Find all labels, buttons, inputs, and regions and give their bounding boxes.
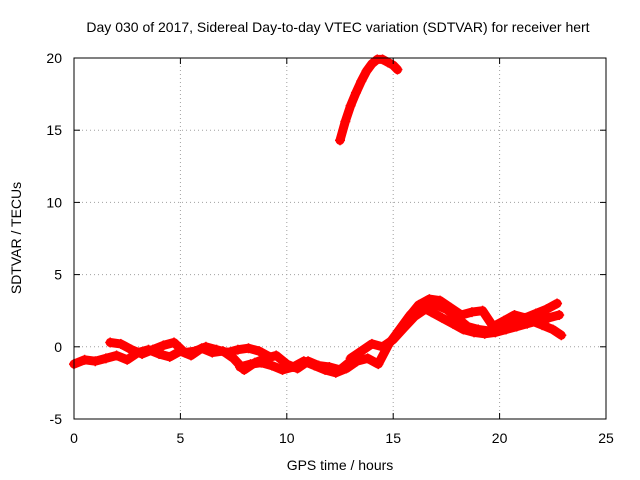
x-tick-label: 25 — [598, 430, 614, 446]
data-point — [366, 58, 377, 69]
x-tick-label: 10 — [279, 430, 295, 446]
data-point — [388, 334, 399, 345]
data-point — [403, 312, 414, 323]
data-point — [541, 304, 552, 315]
y-axis-label: SDTVAR / TECUs — [8, 182, 24, 294]
series-line — [109, 341, 271, 358]
data-point — [377, 341, 388, 352]
data-point — [309, 360, 320, 371]
data-point — [488, 321, 499, 332]
data-point — [543, 312, 554, 323]
data-point — [320, 364, 331, 375]
data-point — [266, 360, 277, 371]
y-tick-label: 5 — [54, 267, 62, 283]
series-line — [396, 298, 559, 334]
data-point — [100, 353, 111, 364]
data-point — [254, 346, 265, 357]
data-point — [79, 354, 90, 365]
data-point — [111, 350, 122, 361]
data-point — [424, 294, 435, 305]
data-point — [190, 346, 201, 357]
x-tick-label: 0 — [70, 430, 78, 446]
data-point — [256, 357, 267, 368]
data-point — [537, 320, 548, 331]
data-point — [437, 312, 448, 323]
data-point — [547, 324, 558, 335]
data-point — [520, 312, 531, 323]
data-point — [530, 308, 541, 319]
data-point — [147, 344, 158, 355]
data-point — [445, 302, 456, 313]
chart-title: Day 030 of 2017, Sidereal Day-to-day VTE… — [86, 19, 589, 35]
data-point — [361, 65, 372, 76]
data-point — [340, 116, 351, 127]
data-point — [335, 135, 345, 146]
data-point — [264, 351, 275, 362]
data-point — [200, 341, 211, 352]
data-point — [345, 100, 356, 111]
data-point — [245, 359, 256, 370]
x-tick-label: 5 — [177, 430, 185, 446]
x-axis-label: GPS time / hours — [287, 457, 394, 473]
data-point — [222, 347, 233, 358]
y-tick-label: -5 — [50, 411, 63, 427]
data-point — [105, 337, 116, 348]
data-point — [356, 76, 367, 87]
data-point — [90, 356, 101, 367]
x-tick-label: 20 — [492, 430, 508, 446]
data-point — [366, 338, 377, 349]
data-point — [435, 295, 446, 306]
data-point — [288, 362, 299, 373]
data-point — [169, 337, 180, 348]
axis-ticks: 0 5 10 15 20 25 -5 0 5 10 15 20 — [46, 50, 614, 446]
data-point — [498, 315, 509, 326]
y-tick-label: 0 — [54, 339, 62, 355]
data-point — [447, 318, 458, 329]
data-point — [356, 346, 367, 357]
data-point — [377, 54, 388, 65]
data-point — [350, 87, 361, 98]
data-point — [126, 344, 137, 355]
data-point — [234, 362, 245, 373]
data-point — [164, 351, 175, 362]
data-point — [122, 354, 133, 365]
data-point — [466, 307, 477, 318]
data-point — [298, 356, 309, 367]
data-point — [473, 324, 484, 335]
data-point — [158, 340, 169, 351]
data-point — [456, 310, 467, 321]
series-layer — [69, 54, 567, 378]
data-point — [413, 299, 424, 310]
x-tick-label: 15 — [385, 430, 401, 446]
data-point — [462, 321, 473, 332]
data-point — [509, 310, 520, 321]
data-point — [137, 349, 148, 360]
data-point — [277, 364, 288, 375]
data-point — [345, 353, 356, 364]
data-point — [330, 367, 341, 378]
plot-frame — [73, 57, 607, 420]
data-point — [552, 298, 563, 309]
data-point — [392, 64, 403, 75]
data-point — [243, 343, 254, 354]
data-point — [232, 344, 243, 355]
data-point — [341, 363, 352, 374]
y-tick-label: 20 — [46, 50, 62, 66]
data-point — [554, 310, 565, 321]
y-tick-label: 10 — [46, 194, 62, 210]
data-point — [373, 359, 384, 370]
data-point — [556, 330, 567, 341]
data-point — [211, 344, 222, 355]
data-point — [477, 305, 488, 316]
data-point — [382, 57, 393, 68]
data-point — [179, 347, 190, 358]
y-tick-label: 15 — [46, 122, 62, 138]
data-point — [115, 338, 126, 349]
data-point — [392, 327, 403, 338]
data-point — [362, 353, 373, 364]
